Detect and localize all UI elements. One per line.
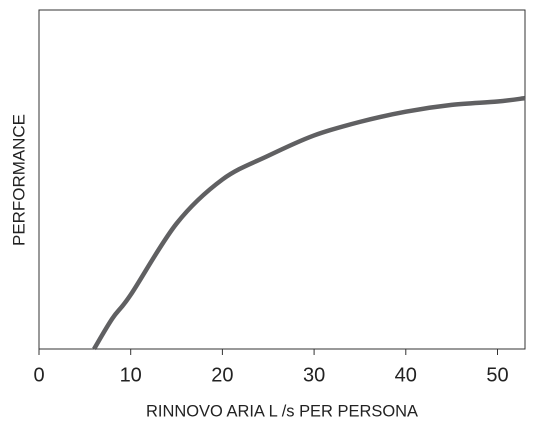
plot-frame (38, 9, 526, 350)
x-axis-label: RINNOVO ARIA L /s PER PERSONA (146, 401, 419, 420)
x-tick-label: 0 (33, 364, 44, 386)
x-tick-label: 50 (486, 364, 508, 386)
x-tick-label: 30 (303, 364, 325, 386)
x-tick-label: 10 (120, 364, 142, 386)
x-tick-label: 40 (395, 364, 417, 386)
line (92, 95, 526, 351)
x-tick-label: 20 (211, 364, 233, 386)
y-axis-label: PERFORMANCE (9, 114, 28, 246)
